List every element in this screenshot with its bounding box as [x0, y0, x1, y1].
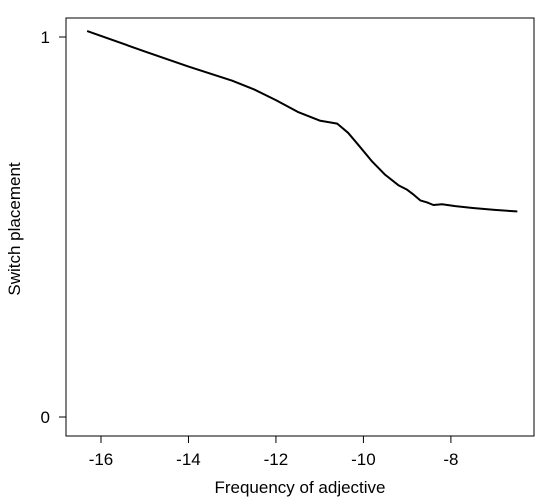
x-tick-label: -8	[443, 450, 458, 469]
series-layer	[86, 30, 518, 213]
plot-frame	[65, 17, 535, 437]
x-tick-label: -16	[89, 450, 114, 469]
x-axis: -16 -14 -12 -10 -8	[89, 436, 458, 469]
y-axis-label: Switch placement	[5, 162, 24, 296]
x-tick-label: -12	[264, 450, 289, 469]
y-tick-label: 0	[41, 408, 50, 427]
y-tick-label: 1	[41, 28, 50, 47]
x-tick-label: -10	[351, 450, 376, 469]
y-axis: 01	[41, 28, 66, 427]
series-line-0	[86, 30, 518, 213]
x-tick-label: -14	[176, 450, 201, 469]
x-axis-label: Frequency of adjective	[214, 478, 385, 497]
